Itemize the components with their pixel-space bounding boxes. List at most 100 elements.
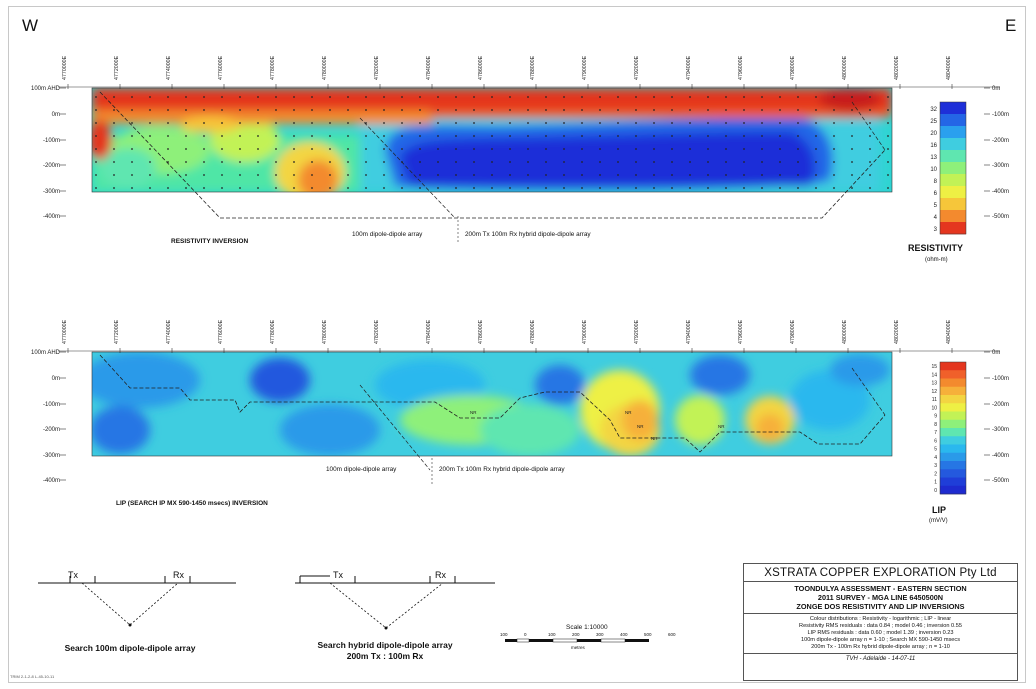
easting-label: 4796000E xyxy=(738,55,744,80)
easting-label: 4770000E xyxy=(62,55,68,80)
lip-colorbar-tick: 0 xyxy=(934,488,937,494)
depth-label-right: -500m xyxy=(992,214,1009,220)
resistivity-colorbar-tick: 8 xyxy=(934,179,938,185)
lip-colorbar-swatch xyxy=(940,370,966,379)
resistivity-colorbar-tick: 6 xyxy=(934,191,938,197)
scale-tick-label: 0 xyxy=(524,632,527,637)
scale-tick-label: 400 xyxy=(620,632,628,637)
lip-colorbar-swatch xyxy=(940,403,966,412)
lip-colorbar-swatch xyxy=(940,378,966,388)
resistivity-section xyxy=(91,87,893,244)
depth-label-left: -100m xyxy=(43,402,60,408)
resistivity-colorbar-tick: 32 xyxy=(930,107,937,113)
resistivity-colorbar-swatch xyxy=(940,186,966,199)
resistivity-colorbar-swatch xyxy=(940,126,966,139)
depth-label-right: -300m xyxy=(992,427,1009,433)
lip-colorbar-swatch xyxy=(940,485,966,495)
project-line-1: TOONDULYA ASSESSMENT - EASTERN SECTION xyxy=(794,584,967,593)
resistivity-colorbar-border xyxy=(939,101,967,235)
resistivity-array-right: 200m Tx 100m Rx hybrid dipole-dipole arr… xyxy=(465,231,591,238)
rx-label-1: Rx xyxy=(173,570,184,580)
easting-label: 4780000E xyxy=(322,55,328,80)
easting-label: 4794000E xyxy=(686,55,692,80)
resistivity-colorbar-swatch xyxy=(940,150,966,163)
nr-label: NR xyxy=(651,436,658,441)
resistivity-colorbar-tick: 20 xyxy=(930,131,937,137)
scale-tick-label: 500 xyxy=(644,632,652,637)
scale-tick-label: 600 xyxy=(668,632,676,637)
easting-label: 4804000E xyxy=(946,319,952,344)
scale-unit: metres xyxy=(571,645,585,650)
lip-colorbar-tick: 10 xyxy=(931,405,937,411)
nr-label: NR xyxy=(625,410,632,415)
lip-colorbar-swatch xyxy=(940,386,966,396)
depth-label-right: 0m xyxy=(992,350,1000,356)
depth-label-left: 0m xyxy=(52,112,60,118)
dynamic-marks: 4770000E 4772000E 4774000E 4776000E 4778000E… xyxy=(31,55,1009,495)
lip-colorbar-swatch xyxy=(940,461,966,470)
depth-label-left: 100m AHD xyxy=(31,350,61,356)
resistivity-colorbar-title: RESISTIVITY xyxy=(908,243,964,253)
resistivity-caption: RESISTIVITY INVERSION xyxy=(171,238,249,245)
lip-colorbar-swatch xyxy=(940,362,966,371)
scale-tick-label: 100 xyxy=(500,632,508,637)
scale-label: Scale 1:10000 xyxy=(566,624,608,631)
lip-colorbar-swatch xyxy=(940,477,966,487)
lip-colorbar-tick: 6 xyxy=(934,438,937,444)
lip-colorbar-tick: 12 xyxy=(931,389,937,395)
lip-colorbar-tick: 14 xyxy=(931,372,937,378)
hybrid-array-caption-1: Search hybrid dipole-dipole array xyxy=(317,640,453,650)
resistivity-colorbar-tick: 3 xyxy=(934,227,938,233)
easting-label: 4798000E xyxy=(790,55,796,80)
easting-label: 4780000E xyxy=(322,319,328,344)
easting-label: 4774000E xyxy=(166,319,172,344)
title-block: XSTRATA COPPER EXPLORATION Pty Ltd TOOND… xyxy=(743,563,1018,681)
lip-colorbar-swatch xyxy=(940,419,966,429)
scale-tick-label: 100 xyxy=(548,632,556,637)
tx-label-2: Tx xyxy=(333,570,343,580)
resistivity-colorbar-swatch xyxy=(940,210,966,223)
depth-label-right: 0m xyxy=(992,86,1000,92)
resistivity-colorbar-tick: 5 xyxy=(934,203,938,209)
easting-label: 4786000E xyxy=(478,319,484,344)
easting-label: 4802000E xyxy=(894,55,900,80)
depth-label-left: -200m xyxy=(43,163,60,169)
rx-label-2: Rx xyxy=(435,570,446,580)
lip-caption: LIP (SEARCH IP MX 590-1450 msecs) INVERS… xyxy=(116,500,268,507)
east-label: E xyxy=(1005,16,1017,35)
easting-label: 4792000E xyxy=(634,319,640,344)
nr-label: NR xyxy=(637,424,644,429)
note-1: Colour distributions : Resistivity - log… xyxy=(809,616,952,622)
resistivity-colorbar-tick: 4 xyxy=(934,215,938,221)
lip-section xyxy=(91,351,893,484)
easting-label: 4782000E xyxy=(374,319,380,344)
easting-label: 4784000E xyxy=(426,319,432,344)
note-3: LIP RMS residuals : data 0.60 ; model 1.… xyxy=(807,630,954,636)
easting-label: 4798000E xyxy=(790,319,796,344)
depth-label-right: -200m xyxy=(992,402,1009,408)
tx-label-1: Tx xyxy=(68,570,78,580)
resistivity-colorbar-swatch xyxy=(940,114,966,127)
resistivity-colorbar-tick: 25 xyxy=(930,119,937,125)
depth-label-right: -200m xyxy=(992,138,1009,144)
company-name: XSTRATA COPPER EXPLORATION Pty Ltd xyxy=(744,564,1017,582)
easting-label: 4800000E xyxy=(842,319,848,344)
easting-label: 4770000E xyxy=(62,319,68,344)
resistivity-colorbar-tick: 10 xyxy=(930,167,937,173)
resistivity-array-left: 100m dipole-dipole array xyxy=(352,231,423,238)
easting-label: 4786000E xyxy=(478,55,484,80)
resistivity-colorbar-swatch xyxy=(940,222,966,235)
lip-colorbar-swatch xyxy=(940,428,966,437)
scale-ticks: 100 0 100 200 300 400 500 600 xyxy=(500,632,676,640)
easting-label: 4784000E xyxy=(426,55,432,80)
resistivity-colorbar-tick: 13 xyxy=(930,155,937,161)
nr-label: NR xyxy=(470,410,477,415)
depth-label-left: -300m xyxy=(43,189,60,195)
lip-colorbar-swatch xyxy=(940,436,966,445)
easting-label: 4778000E xyxy=(270,55,276,80)
depth-label-right: -400m xyxy=(992,453,1009,459)
easting-label: 4788000E xyxy=(530,319,536,344)
depth-label-right: -100m xyxy=(992,376,1009,382)
easting-label: 4782000E xyxy=(374,55,380,80)
